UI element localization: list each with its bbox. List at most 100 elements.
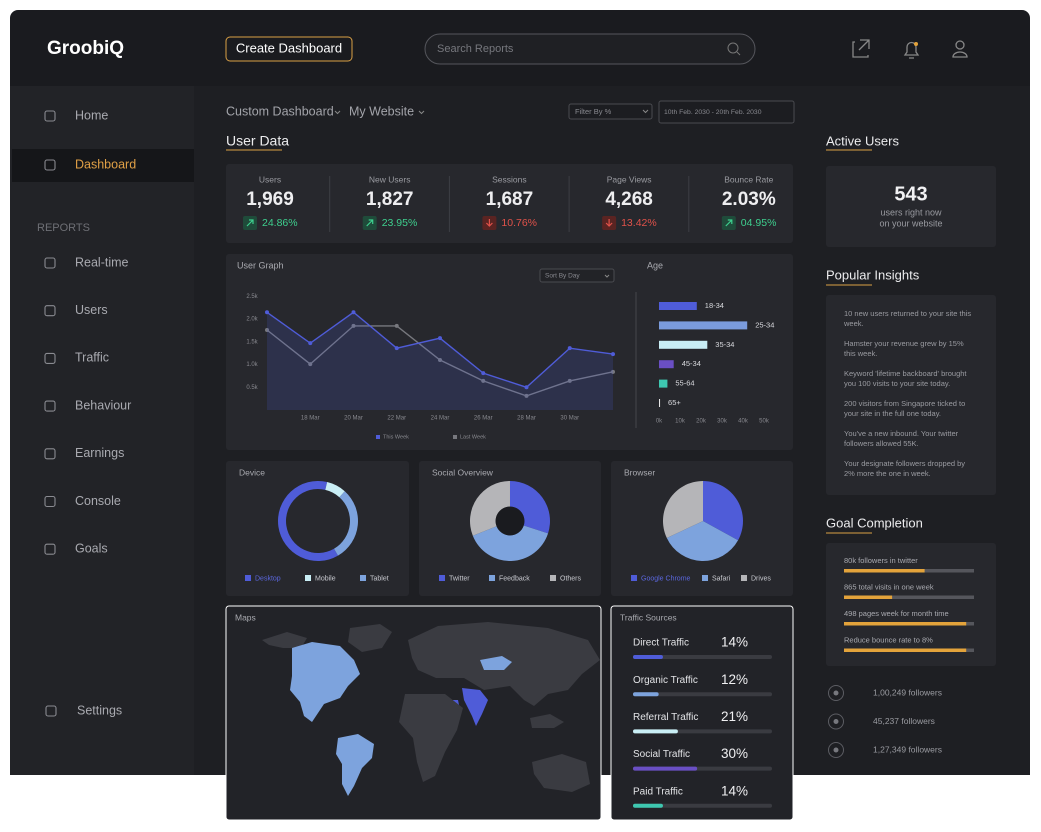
bar-label: 55-64 [675,379,694,388]
pie-slice [703,481,743,541]
legend-label: Tablet [370,575,389,582]
progress-bar [633,766,698,771]
legend-swatch [489,575,495,581]
website-select[interactable]: My Website [349,104,414,118]
north-america [290,642,360,722]
legend-swatch [631,575,637,581]
pie-slice [510,481,550,534]
insight: You've a new inbound. Your twitter follo… [844,429,959,448]
bell-dot [914,42,918,46]
legend-swatch [305,575,311,581]
insight: 10 new users returned to your site this … [844,309,972,328]
search-icon [727,42,739,54]
x-tick-label: 40k [738,419,749,425]
progress-track [633,655,772,659]
nav-icon [44,257,56,269]
legend-label: Desktop [255,575,281,582]
legend-swatch [550,575,556,581]
filter[interactable]: Filter By % [575,107,612,116]
bar [659,321,748,330]
sort-box[interactable] [539,268,615,283]
nav-item[interactable]: Dashboard [75,157,136,171]
nav-item[interactable]: Goals [75,541,108,555]
traffic-value: 30% [721,746,748,761]
nav-icon [45,705,57,717]
series-point [567,346,572,351]
series-point [438,336,442,341]
social-icon [828,742,844,758]
date-range[interactable]: 10th Feb. 2030 - 20th Feb. 2030 [664,109,762,116]
series-point [481,378,486,383]
nav-icon [44,352,56,364]
social-icon [828,713,844,730]
nav-icon [44,159,56,171]
caret [334,110,341,115]
nav-item[interactable]: Home [75,108,108,122]
search-icon [736,51,741,56]
series-point [308,362,313,367]
traffic-value: 14% [721,635,748,650]
pie-slice [663,481,703,539]
series-point [394,346,399,351]
bar-label: 18-34 [705,301,724,310]
traffic-name: Social Traffic [633,749,690,760]
legend-label: Mobile [315,575,336,582]
search-box[interactable] [424,33,756,65]
active-text: on your website [879,218,942,228]
active-users-card [826,166,996,247]
legend-swatch [245,575,251,581]
pie-slice [470,481,510,536]
series-point [481,371,486,376]
nav-item[interactable]: Settings [77,703,122,717]
traffic-card [610,605,794,821]
nav-item[interactable]: Console [75,494,121,508]
south-america [336,734,374,796]
bell-icon[interactable] [903,41,920,59]
progress-bar [844,569,925,573]
traffic-name: Organic Traffic [633,675,698,686]
stat-change: 24.86% [262,217,298,229]
continent [262,632,307,648]
nav-item[interactable]: Traffic [75,351,109,365]
bar [659,302,697,310]
nav-item[interactable]: Behaviour [75,398,131,412]
share-icon[interactable] [852,39,870,58]
caret [642,109,649,114]
chart-title: User Graph [237,260,284,270]
legend-swatch [702,575,708,581]
y-tick-label: 2.0k [246,317,258,323]
legend-label: Twitter [449,575,470,582]
section-title: Active Users [826,133,899,148]
nav-item[interactable]: Earnings [75,446,124,460]
filter-box[interactable] [568,103,653,120]
legend-label: Google Chrome [641,575,691,582]
bar-label: 45-34 [682,359,701,368]
nav-item[interactable]: Real-time [75,255,129,269]
progress-track [633,803,772,808]
nav-item[interactable]: Users [75,303,108,317]
search-placeholder[interactable]: Search Reports [437,43,514,55]
x-tick-label: 24 Mar [431,416,450,422]
stat-label: Page Views [607,174,652,184]
section-title: Goal Completion [826,515,923,530]
dashboard-select[interactable]: Custom Dashboard [226,104,334,118]
progress-bar [633,803,663,808]
series-point [351,310,356,315]
user-icon[interactable] [955,40,965,50]
create-button-frame[interactable] [225,36,353,62]
stat-label: Sessions [492,174,527,184]
date-box[interactable] [658,100,795,124]
legend-swatch [439,575,445,581]
y-tick-label: 0.5k [246,385,258,391]
sort-select[interactable]: Sort By Day [545,273,580,280]
stat-value: 2.03% [722,189,776,210]
create-dashboard-button[interactable]: Create Dashboard [236,40,342,55]
world-map [262,622,600,796]
card-title: Traffic Sources [620,612,677,622]
africa [399,694,463,782]
legend-label: Last Week [460,434,486,440]
stat-change: 13.42% [621,217,657,229]
x-tick-label: 0k [656,419,663,425]
pie-slice [334,491,358,556]
legend-label: Drives [751,575,771,582]
